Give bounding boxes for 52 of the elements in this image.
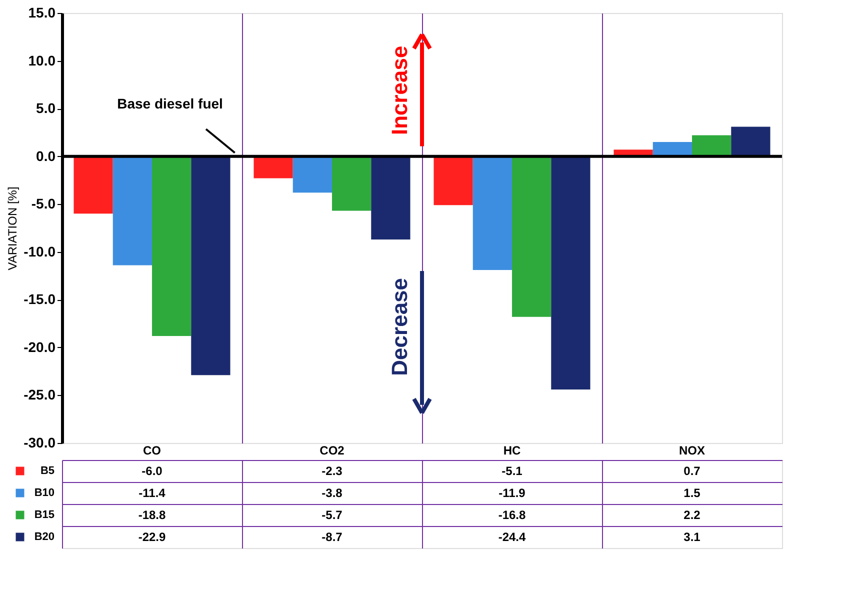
ref-line-label: Base diesel fuel	[117, 95, 223, 112]
bar	[191, 156, 230, 376]
bar	[112, 156, 152, 266]
legend-label: B20	[34, 531, 54, 543]
bar	[472, 156, 512, 270]
bar	[152, 156, 192, 336]
data-label: -6.0	[142, 464, 163, 478]
data-label: 1.5	[684, 486, 701, 500]
data-label: 3.1	[684, 530, 701, 544]
data-label: -5.7	[322, 508, 343, 522]
legend-label: B15	[34, 509, 54, 521]
x-tick-label: NOX	[678, 444, 706, 458]
data-label: -11.4	[138, 486, 166, 500]
data-label: -2.3	[322, 464, 343, 478]
y-tick-label: -20.0	[24, 338, 56, 355]
y-tick-label: 15.0	[28, 4, 56, 20]
data-label: -5.1	[502, 464, 523, 478]
bar	[332, 156, 372, 211]
bar	[74, 156, 113, 214]
data-label: -16.8	[498, 508, 526, 522]
bar	[512, 156, 552, 317]
y-tick-label: -15.0	[24, 291, 56, 308]
y-tick-label: 10.0	[28, 52, 56, 68]
bar	[254, 156, 293, 178]
data-label: -8.7	[322, 530, 343, 544]
bar	[292, 156, 332, 193]
y-tick-label: 0.0	[36, 148, 56, 164]
x-tick-label: HC	[503, 444, 521, 458]
bar	[551, 156, 590, 390]
y-tick-label: 5.0	[36, 100, 56, 116]
y-tick-label: -5.0	[31, 196, 56, 212]
y-tick-label: -30.0	[24, 434, 56, 450]
y-tick-label: -25.0	[24, 386, 56, 403]
legend-label: B5	[40, 465, 54, 477]
bar	[692, 135, 732, 156]
data-label: -24.4	[498, 530, 526, 544]
data-label: -3.8	[322, 486, 343, 500]
annotation: Decrease	[387, 278, 412, 376]
y-axis-title: VARIATION [%]	[6, 186, 20, 270]
data-label: 0.7	[684, 464, 701, 478]
bar	[434, 156, 473, 206]
annotation: Increase	[387, 46, 412, 136]
data-label: -11.9	[498, 486, 526, 500]
data-label: 2.2	[684, 508, 701, 522]
data-label: -18.8	[138, 508, 166, 522]
bar	[371, 156, 410, 240]
legend-label: B10	[34, 487, 54, 499]
y-tick-label: -10.0	[24, 243, 56, 260]
data-label: -22.9	[138, 530, 166, 544]
bar	[731, 126, 770, 156]
x-tick-label: CO	[143, 444, 161, 458]
x-tick-label: CO2	[320, 444, 345, 458]
